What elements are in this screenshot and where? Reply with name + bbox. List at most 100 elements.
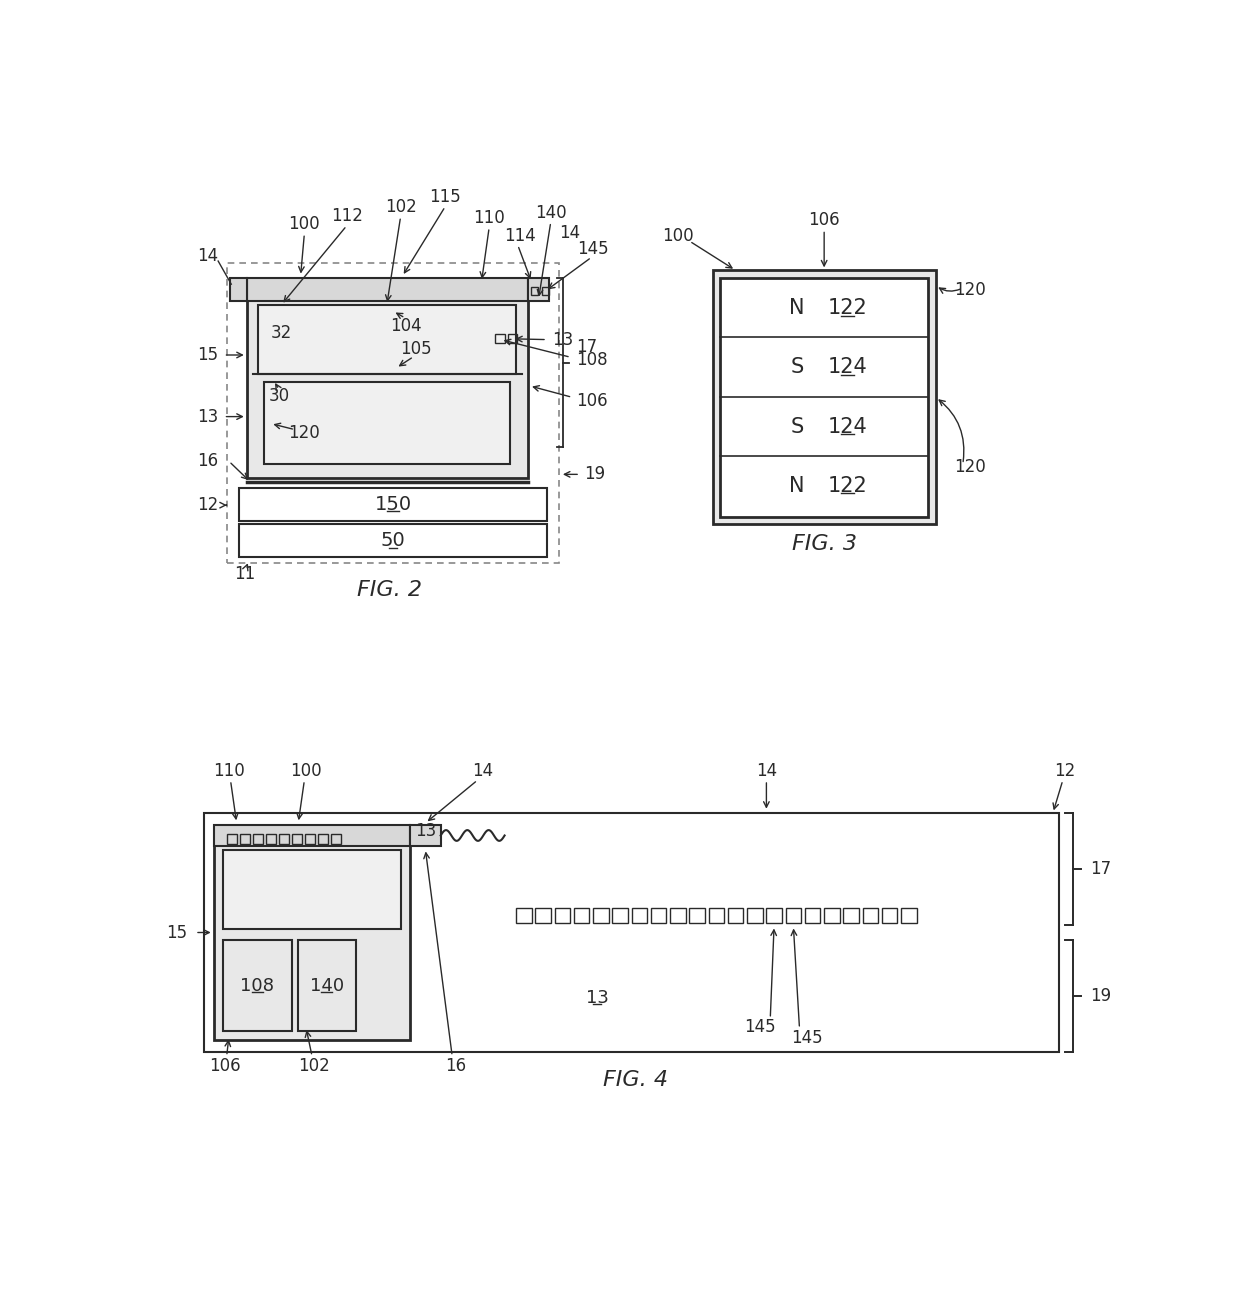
Text: 110: 110 <box>474 209 505 227</box>
Text: 14: 14 <box>559 224 580 243</box>
Text: 13: 13 <box>552 330 574 348</box>
Text: N: N <box>790 298 805 319</box>
Bar <box>748 908 763 924</box>
Text: 14: 14 <box>756 762 777 779</box>
Bar <box>825 908 839 924</box>
Text: 100: 100 <box>290 762 321 779</box>
Text: 17: 17 <box>1090 860 1111 878</box>
Bar <box>766 908 781 924</box>
Bar <box>279 833 289 844</box>
Text: 12: 12 <box>1054 762 1076 779</box>
Bar <box>305 833 315 844</box>
Bar <box>227 263 558 562</box>
Bar <box>239 833 249 844</box>
Text: 108: 108 <box>241 977 274 995</box>
Text: 120: 120 <box>289 424 320 441</box>
Bar <box>805 908 821 924</box>
Bar <box>542 288 549 295</box>
Bar <box>720 279 928 517</box>
Text: FIG. 3: FIG. 3 <box>791 534 857 553</box>
Text: 11: 11 <box>233 565 255 583</box>
Bar <box>265 833 277 844</box>
Text: FIG. 2: FIG. 2 <box>357 579 422 600</box>
Text: 16: 16 <box>197 453 218 471</box>
Bar <box>786 908 801 924</box>
Bar <box>863 908 878 924</box>
Text: 102: 102 <box>298 1057 330 1075</box>
Bar <box>631 908 647 924</box>
Bar <box>901 908 916 924</box>
Bar <box>670 908 686 924</box>
Text: 50: 50 <box>381 531 405 550</box>
Bar <box>651 908 666 924</box>
Text: 120: 120 <box>955 280 986 298</box>
Text: 13: 13 <box>414 822 436 840</box>
Bar <box>507 334 517 343</box>
Text: 122: 122 <box>827 298 867 319</box>
Bar <box>713 271 936 525</box>
Text: N: N <box>790 476 805 495</box>
Bar <box>728 908 743 924</box>
Text: 115: 115 <box>429 188 461 206</box>
Bar <box>593 908 609 924</box>
Bar <box>528 279 549 301</box>
Text: 13: 13 <box>197 408 218 426</box>
Text: 114: 114 <box>505 227 536 245</box>
Text: 122: 122 <box>827 476 867 495</box>
Text: 112: 112 <box>331 208 362 226</box>
Bar <box>258 304 516 374</box>
Text: 140: 140 <box>310 977 343 995</box>
Text: 30: 30 <box>268 387 290 405</box>
Bar <box>264 382 510 464</box>
Bar <box>495 334 505 343</box>
Bar <box>689 908 704 924</box>
Text: 140: 140 <box>534 204 567 222</box>
Bar <box>239 488 547 521</box>
Text: 32: 32 <box>270 325 291 342</box>
Bar <box>253 833 263 844</box>
Text: 108: 108 <box>577 351 608 369</box>
Bar <box>843 908 859 924</box>
Text: 16: 16 <box>445 1057 466 1075</box>
Bar <box>227 833 237 844</box>
Bar <box>574 908 589 924</box>
Text: 124: 124 <box>827 417 867 436</box>
Bar <box>882 908 898 924</box>
Bar <box>293 833 303 844</box>
Text: 14: 14 <box>197 248 218 266</box>
Text: 104: 104 <box>391 317 422 334</box>
Bar <box>554 908 570 924</box>
Text: 145: 145 <box>578 240 609 258</box>
Text: S: S <box>791 417 804 436</box>
Bar <box>531 288 538 295</box>
Text: 106: 106 <box>577 392 608 410</box>
Text: 120: 120 <box>955 458 986 476</box>
Text: 15: 15 <box>166 924 187 942</box>
Bar <box>516 908 532 924</box>
Text: 14: 14 <box>472 762 494 779</box>
Text: 124: 124 <box>827 357 867 377</box>
Text: 15: 15 <box>197 346 218 364</box>
Bar <box>247 279 528 301</box>
Bar <box>213 824 410 1040</box>
Text: 105: 105 <box>401 339 432 357</box>
Text: 19: 19 <box>1090 987 1111 1005</box>
Bar <box>319 833 329 844</box>
Text: 145: 145 <box>744 1018 776 1036</box>
Text: 106: 106 <box>210 1057 241 1075</box>
Bar <box>708 908 724 924</box>
Bar <box>229 279 247 301</box>
Text: 12: 12 <box>197 497 218 515</box>
Bar <box>613 908 627 924</box>
Text: 150: 150 <box>374 495 412 513</box>
Text: 145: 145 <box>791 1029 823 1047</box>
Text: 106: 106 <box>808 212 839 230</box>
Bar <box>410 824 440 846</box>
Bar <box>299 940 356 1031</box>
Bar <box>223 940 293 1031</box>
Text: 110: 110 <box>213 762 244 779</box>
Bar <box>331 833 341 844</box>
Bar <box>239 525 547 557</box>
Bar <box>247 279 528 479</box>
Text: 100: 100 <box>662 227 693 245</box>
